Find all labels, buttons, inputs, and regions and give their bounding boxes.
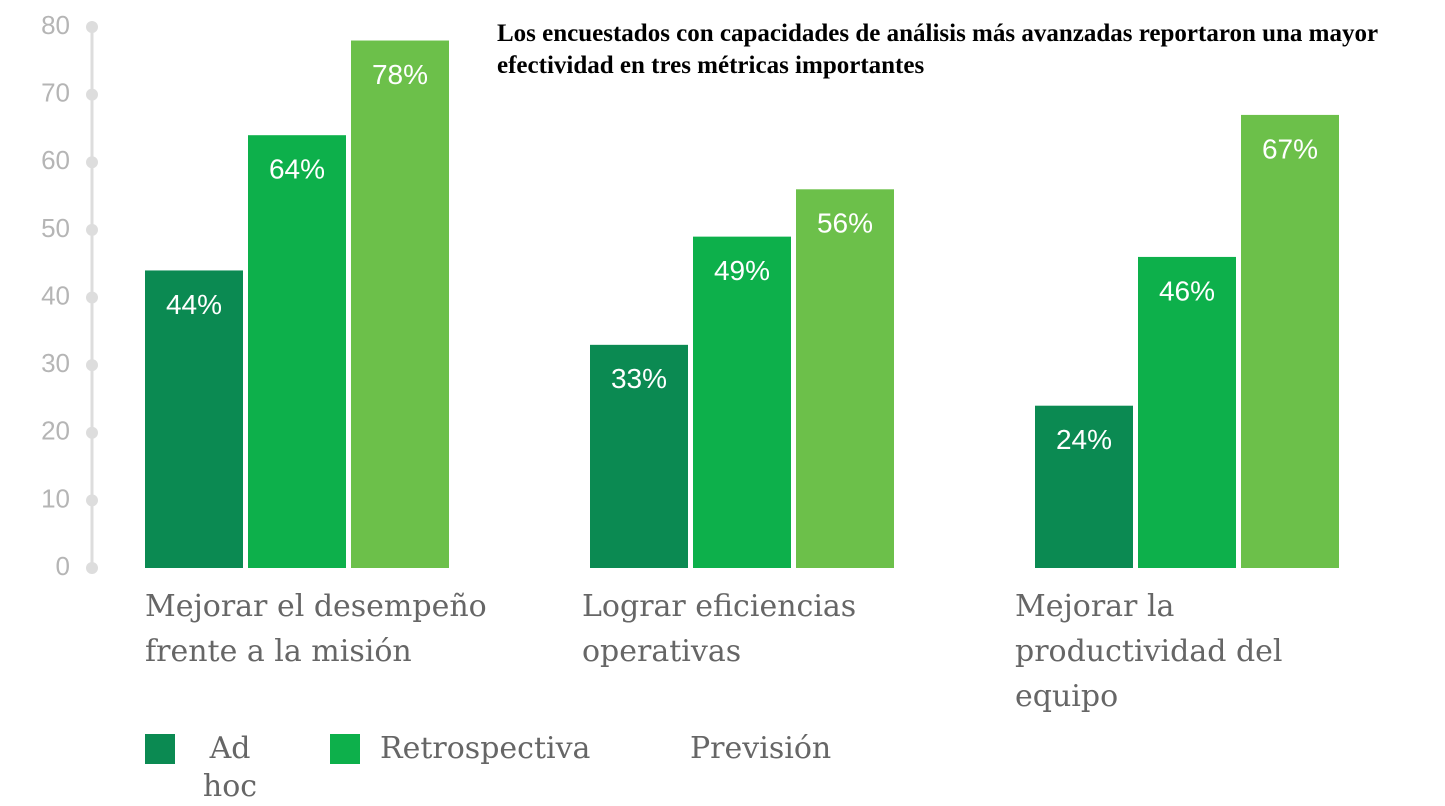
bar-value-label: 78% [372, 59, 428, 90]
bar [1035, 405, 1133, 568]
legend-swatch [640, 734, 670, 764]
legend-label: Ad hoc [202, 731, 258, 804]
bar [796, 189, 894, 569]
bar-value-label: 67% [1262, 133, 1318, 164]
bar-value-label: 56% [817, 208, 873, 239]
y-tick-label: 60 [41, 145, 70, 175]
y-tick-mark [86, 359, 98, 372]
bar-value-label: 44% [166, 289, 222, 320]
y-tick-label: 0 [56, 551, 70, 581]
y-tick-label: 30 [41, 348, 70, 378]
y-tick-mark [86, 223, 98, 236]
y-tick-mark [86, 426, 98, 439]
x-tick-label: Mejorar la productividad del equipo [1015, 589, 1283, 714]
bar-value-label: 24% [1056, 424, 1112, 455]
y-tick-label: 20 [41, 416, 70, 446]
bar [145, 270, 243, 568]
bar-value-label: 46% [1159, 275, 1215, 306]
legend-swatch [145, 734, 175, 764]
bar [1241, 114, 1339, 568]
chart-title: Los encuestados con capacidades de análi… [497, 20, 1378, 79]
y-tick-label: 70 [41, 78, 70, 108]
legend-item: Ad hoc [145, 730, 265, 806]
bar [693, 236, 791, 568]
bar-value-label: 49% [714, 255, 770, 286]
y-tick-mark [86, 562, 98, 574]
y-tick-label: 50 [41, 213, 70, 243]
y-tick-label: 40 [41, 280, 70, 310]
bar [590, 344, 688, 568]
y-tick-label: 10 [41, 483, 70, 513]
x-tick-label: Mejorar el desempeño frente a la misión [145, 589, 487, 669]
bar [1138, 256, 1236, 568]
bar [351, 40, 449, 568]
legend-swatch [330, 734, 360, 764]
legend-item: Previsión [640, 730, 831, 768]
legend-label: Retrospectiva [380, 731, 591, 766]
y-tick-mark [86, 21, 98, 33]
y-tick-mark [86, 156, 98, 169]
bar-value-label: 33% [611, 363, 667, 394]
y-tick-mark [86, 291, 98, 304]
legend-label: Previsión [690, 731, 832, 766]
x-tick-label: Lograr eficiencias operativas [582, 589, 857, 669]
y-tick-mark [86, 88, 98, 101]
bar [248, 135, 346, 568]
y-tick-mark [86, 494, 98, 507]
y-tick-label: 80 [41, 10, 70, 40]
legend-item: Retrospectiva [330, 730, 590, 768]
bar-value-label: 64% [269, 154, 325, 185]
